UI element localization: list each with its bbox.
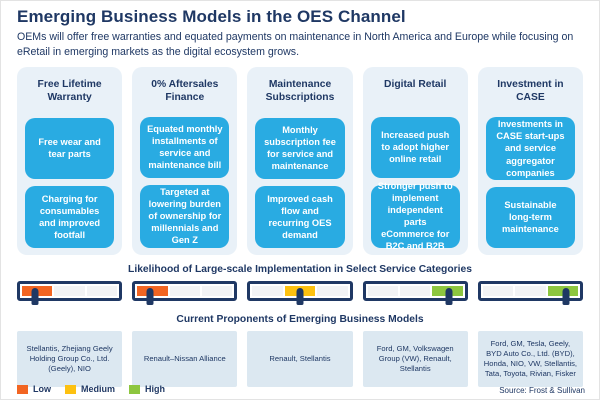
infographic: Emerging Business Models in the OES Chan…: [1, 1, 599, 387]
proponents-box: Renault, Stellantis: [247, 330, 353, 387]
model-feature-box: Equated monthly installments of service …: [140, 117, 230, 178]
slider-segment: [367, 285, 399, 296]
model-feature-box: Increased push to adopt higher online re…: [370, 117, 460, 178]
likelihood-sliders: [17, 280, 584, 305]
slider-segment: [482, 285, 514, 296]
column-maintenance-subscriptions: Maintenance Subscriptions Monthly subscr…: [247, 66, 353, 255]
legend: Low Medium High: [17, 384, 165, 394]
likelihood-slider: [132, 280, 238, 305]
source-note: Source: Frost & Sullivan: [499, 386, 585, 395]
legend-item-high: High: [129, 384, 165, 394]
model-feature-box: Targeted at lowering burden of ownership…: [140, 184, 230, 248]
slider-segment: [515, 285, 546, 296]
slider-segment: [317, 285, 348, 296]
legend-item-low: Low: [17, 384, 51, 394]
proponents-box: Renault–Nissan Alliance: [132, 330, 238, 387]
slider-pointer-icon: [296, 287, 304, 305]
column-header: Maintenance Subscriptions: [265, 78, 335, 103]
likelihood-slider: [477, 280, 584, 305]
column-aftersales-finance: 0% Aftersales Finance Equated monthly in…: [132, 66, 238, 255]
medium-swatch-icon: [65, 384, 76, 394]
model-columns: Free Lifetime Warranty Free wear and tea…: [17, 66, 584, 255]
slider-segment: [86, 285, 118, 296]
likelihood-slider: [247, 280, 353, 305]
legend-label: High: [145, 384, 166, 394]
model-feature-box: Improved cash flow and recurring OES dem…: [255, 186, 345, 248]
slider-segment: [54, 285, 85, 296]
slider-segment: [202, 285, 233, 296]
proponents-row: Stellantis, Zhejiang Geely Holding Group…: [17, 330, 584, 387]
low-swatch-icon: [17, 384, 28, 394]
column-free-lifetime-warranty: Free Lifetime Warranty Free wear and tea…: [17, 66, 123, 255]
slider-segment: [169, 285, 201, 296]
slider-pointer-icon: [445, 287, 453, 305]
legend-label: Medium: [81, 384, 116, 394]
legend-item-medium: Medium: [65, 384, 115, 394]
column-header: Free Lifetime Warranty: [37, 78, 102, 103]
model-feature-box: Stronger push to implement independent p…: [370, 181, 460, 251]
proponents-heading: Current Proponents of Emerging Business …: [176, 313, 424, 325]
likelihood-heading: Likelihood of Large-scale Implementation…: [128, 263, 472, 275]
slider-segment: [252, 285, 283, 296]
page-title: Emerging Business Models in the OES Chan…: [17, 7, 406, 26]
model-feature-box: Charging for consumables and improved fo…: [25, 186, 115, 248]
column-digital-retail: Digital Retail Increased push to adopt h…: [362, 66, 468, 255]
model-feature-box: Monthly subscription fee for service and…: [255, 117, 345, 180]
proponents-box: Ford, GM, Volkswagen Group (VW), Renault…: [362, 330, 468, 387]
column-header: Digital Retail: [384, 78, 447, 90]
likelihood-slider: [17, 280, 123, 305]
model-feature-box: Free wear and tear parts: [25, 117, 115, 180]
model-feature-box: Sustainable long-term maintenance: [485, 187, 576, 248]
legend-label: Low: [33, 384, 51, 394]
slider-pointer-icon: [562, 287, 570, 305]
slider-pointer-icon: [146, 287, 154, 305]
column-header: 0% Aftersales Finance: [151, 78, 219, 103]
slider-segment: [400, 285, 431, 296]
column-header: Investment in CASE: [497, 78, 564, 103]
proponents-box: Stellantis, Zhejiang Geely Holding Group…: [17, 330, 123, 387]
proponents-box: Ford, GM, Tesla, Geely, BYD Auto Co., Lt…: [477, 330, 584, 387]
column-investment-in-case: Investment in CASE Investments in CASE s…: [477, 66, 584, 255]
page-subtitle: OEMs will offer free warranties and equa…: [17, 31, 574, 58]
likelihood-slider: [362, 280, 468, 305]
model-feature-box: Investments in CASE start-ups and servic…: [485, 117, 576, 180]
slider-pointer-icon: [31, 287, 39, 305]
high-swatch-icon: [129, 384, 141, 394]
